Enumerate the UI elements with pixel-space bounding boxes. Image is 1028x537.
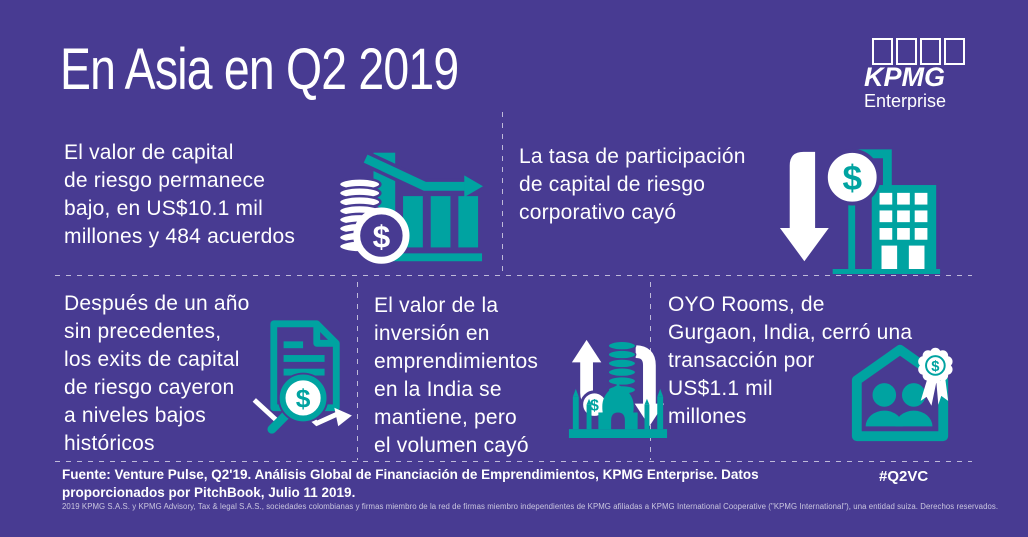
dollar-sign: $ [842, 159, 862, 198]
document-magnifier-declining-trend-icon: $ [252, 316, 362, 438]
house-people-award-ribbon-icon: $ [845, 337, 957, 447]
dollar-sign: $ [373, 218, 391, 254]
fact-india-investment-text: El valor de la inversión en emprendimiento… [374, 292, 538, 460]
dollar-sign: $ [931, 359, 939, 375]
text-line: Gurgaon, India, cerró una [668, 321, 913, 344]
fact-oyo-rooms-text: OYO Rooms, de Gurgaon, India, cerró una tr… [668, 291, 912, 431]
divider-vertical-top [502, 112, 503, 275]
logo-brand-text: KPMG [864, 62, 945, 92]
text-line: emprendimientos [374, 350, 539, 373]
dollar-sign: $ [296, 384, 311, 414]
text-line: a niveles bajos [64, 404, 206, 427]
fact-exits-text: Después de un año sin precedentes, los exi… [64, 290, 250, 458]
text-line: El valor de capital [64, 141, 234, 164]
text-line: los exits de capital [64, 348, 240, 371]
text-line: millones y 484 acuerdos [64, 225, 296, 248]
exchange-arrows-coins-taj-mahal-icon: $ [565, 330, 671, 440]
text-line: transacción por [668, 349, 815, 372]
text-line: de riesgo cayeron [64, 376, 235, 399]
text-line: de capital de riesgo [519, 173, 706, 196]
text-line: bajo, en US$10.1 mil [64, 197, 263, 220]
hashtag-label: #Q2VC [879, 468, 929, 485]
legal-disclaimer: 2019 KPMG S.A.S. y KPMG Advisory, Tax & … [62, 503, 999, 512]
text-line: históricos [64, 432, 155, 455]
logo-subtitle-text: Enterprise [864, 91, 946, 110]
text-line: OYO Rooms, de [668, 293, 825, 316]
fact-vc-value-text: El valor de capital de riesgo permanece ba… [64, 139, 295, 251]
kpmg-logo-icon: KPMG Enterprise [864, 38, 965, 111]
coins-declining-bar-chart-icon: $ [336, 144, 484, 266]
divider-horizontal-middle [55, 275, 972, 276]
kpmg-enterprise-logo: KPMG Enterprise [856, 38, 978, 111]
text-line: el volumen cayó [374, 434, 529, 457]
source-line-1: Fuente: Venture Pulse, Q2'19. Análisis G… [62, 467, 759, 482]
source-line-2: proporcionados por PitchBook, Julio 11 2… [62, 485, 356, 500]
text-line: US$1.1 mil [668, 377, 773, 400]
divider-horizontal-footer [55, 461, 972, 462]
text-line: en la India se [374, 378, 502, 401]
source-attribution: Fuente: Venture Pulse, Q2'19. Análisis G… [62, 466, 759, 502]
text-line: corporativo cayó [519, 201, 677, 224]
fact-cvc-participation-text: La tasa de participación de capital de ri… [519, 143, 746, 227]
page-title: En Asia en Q2 2019 [60, 37, 459, 102]
divider-vertical-bottom-left [357, 282, 358, 460]
dollar-sign: $ [590, 398, 599, 415]
text-line: millones [668, 405, 747, 428]
text-line: El valor de la [374, 294, 499, 317]
down-arrow-dollar-building-icon: $ [778, 142, 944, 277]
text-line: mantiene, pero [374, 406, 517, 429]
text-line: de riesgo permanece [64, 169, 266, 192]
text-line: inversión en [374, 322, 490, 345]
text-line: sin precedentes, [64, 320, 222, 343]
text-line: Después de un año [64, 292, 250, 315]
text-line: La tasa de participación [519, 145, 746, 168]
